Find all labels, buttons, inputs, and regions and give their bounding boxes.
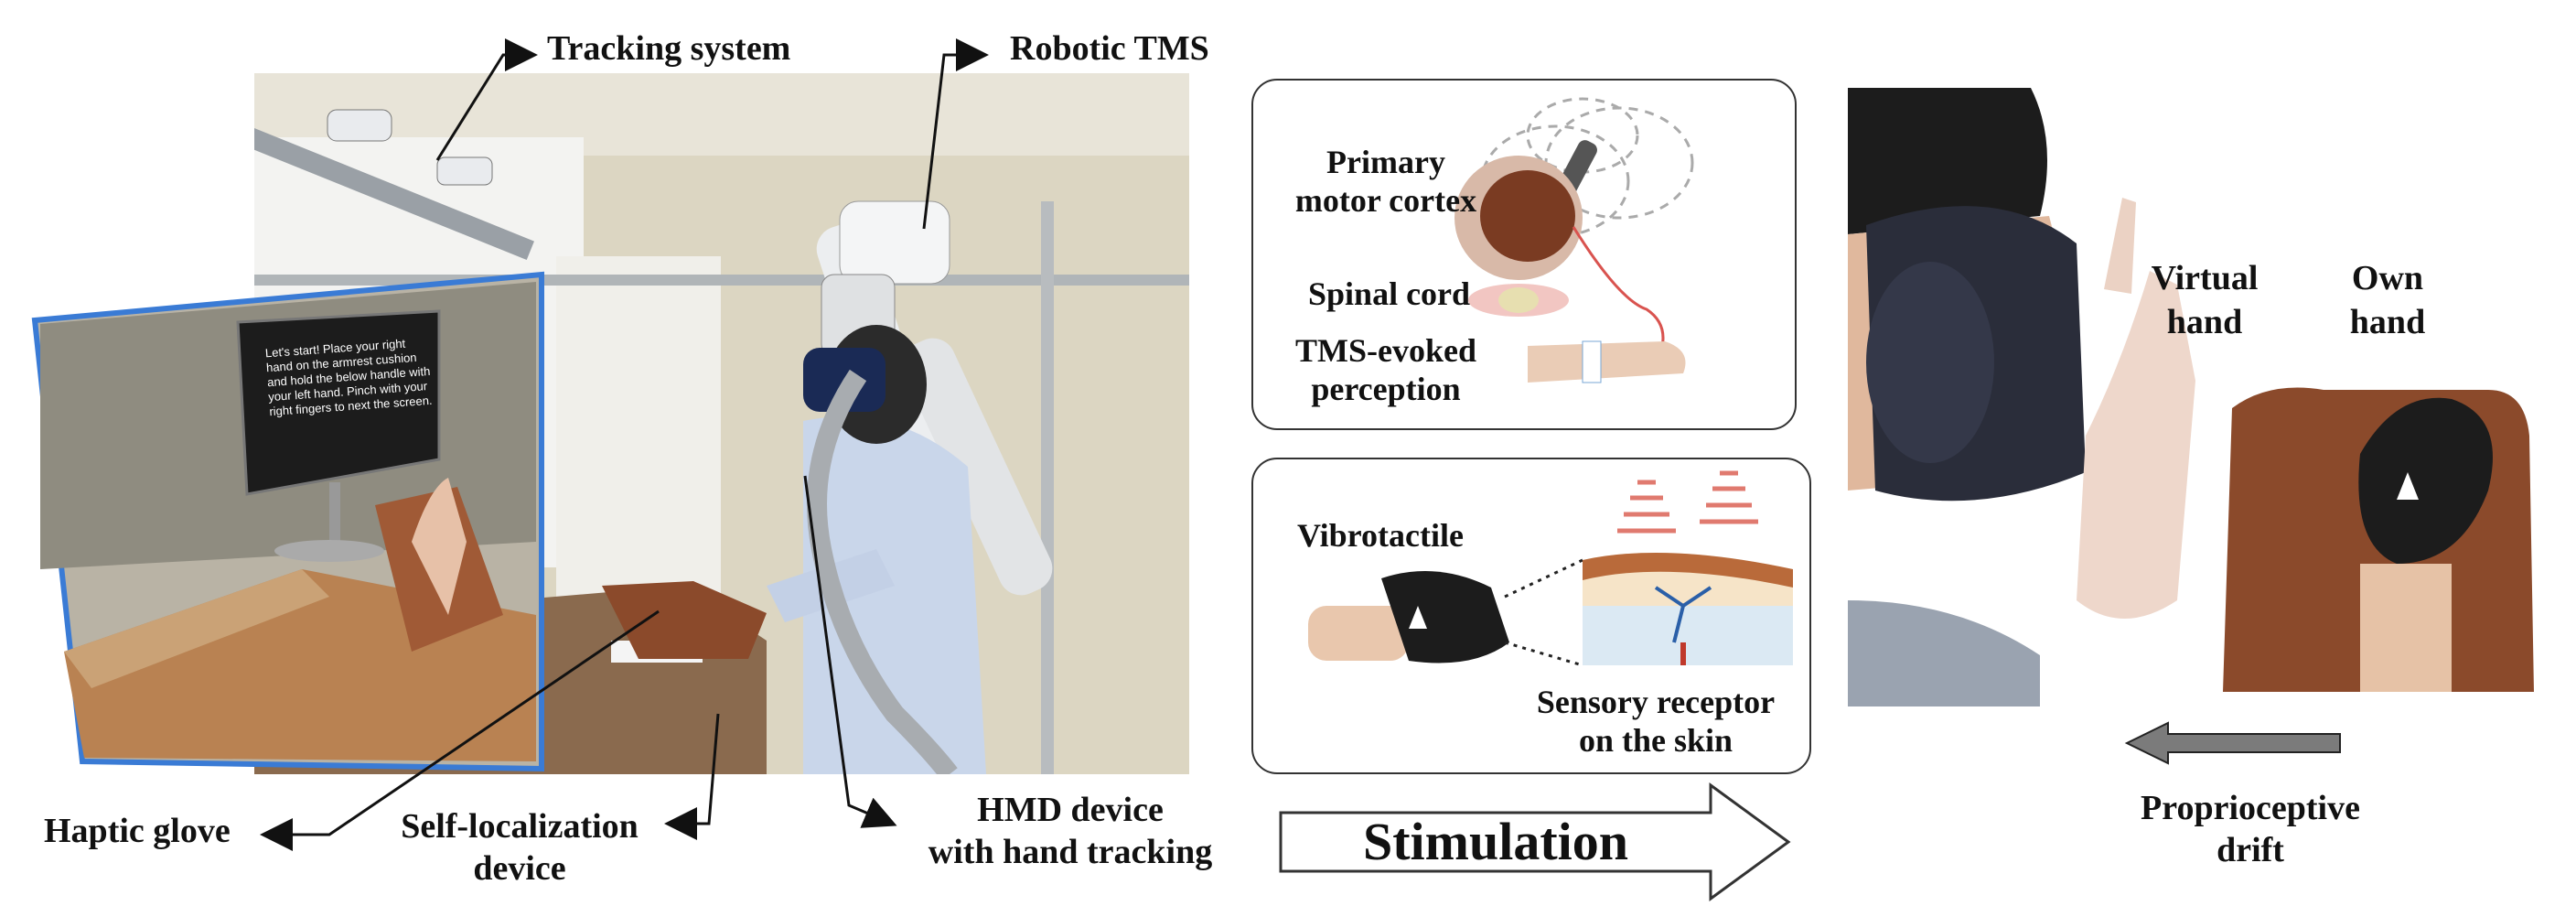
tms-evoked-line2: perception	[1311, 371, 1461, 407]
self-localization-line2: device	[473, 849, 566, 888]
haptic-glove-label: Haptic glove	[44, 812, 231, 850]
virtual-hand-label: Virtual hand	[2131, 256, 2278, 344]
robotic-tms-label: Robotic TMS	[1010, 29, 1209, 68]
proprio-line1: Proprioceptive	[2141, 789, 2360, 827]
hmd-device-label: HMD device with hand tracking	[906, 789, 1235, 873]
own-hand-line2: hand	[2349, 303, 2426, 341]
sensory-line2: on the skin	[1578, 722, 1733, 759]
vr-screen-text: Let's start! Place your right hand on th…	[264, 336, 433, 419]
primary-motor-line2: motor cortex	[1294, 182, 1477, 219]
hmd-line2: with hand tracking	[928, 833, 1213, 871]
hmd-line1: HMD device	[977, 791, 1164, 829]
proprioceptive-drift-label: Proprioceptive drift	[2095, 787, 2406, 871]
vr-view-inset: Let's start! Place your right hand on th…	[27, 267, 549, 772]
stimulation-label: Stimulation	[1362, 812, 1629, 871]
sensory-line1: Sensory receptor	[1536, 684, 1776, 720]
tms-evoked-line1: TMS-evoked	[1295, 332, 1476, 369]
lab-setup-photo	[254, 73, 1189, 774]
own-hand-label: Own hand	[2314, 256, 2461, 344]
vibrotactile-illustration	[1308, 470, 1793, 667]
tms-illustration	[1454, 97, 1694, 383]
self-localization-label: Self-localization device	[382, 805, 657, 890]
proprio-line2: drift	[2216, 831, 2284, 869]
tms-evoked-perception-label: TMS-evoked perception	[1281, 331, 1491, 408]
virtual-hand-line1: Virtual	[2151, 259, 2259, 297]
tms-panel: Primary motor cortex Spinal cord TMS-evo…	[1251, 79, 1797, 430]
vr-user-scene	[1848, 88, 2534, 706]
virtual-hand-line2: hand	[2166, 303, 2243, 341]
vr-user-photo	[1848, 88, 2552, 706]
own-hand-line1: Own	[2351, 259, 2424, 297]
vr-scene	[31, 271, 544, 772]
tracking-system-label: Tracking system	[547, 29, 791, 68]
primary-motor-line1: Primary	[1326, 144, 1445, 180]
primary-motor-cortex-label: Primary motor cortex	[1281, 143, 1491, 220]
self-localization-line1: Self-localization	[401, 807, 639, 846]
sensory-receptor-label: Sensory receptor on the skin	[1509, 683, 1802, 760]
spinal-cord-label: Spinal cord	[1308, 275, 1471, 312]
vibrotactile-panel: Vibrotactile Sensory receptor on the ski…	[1251, 458, 1811, 774]
vibrotactile-label: Vibrotactile	[1297, 517, 1464, 554]
